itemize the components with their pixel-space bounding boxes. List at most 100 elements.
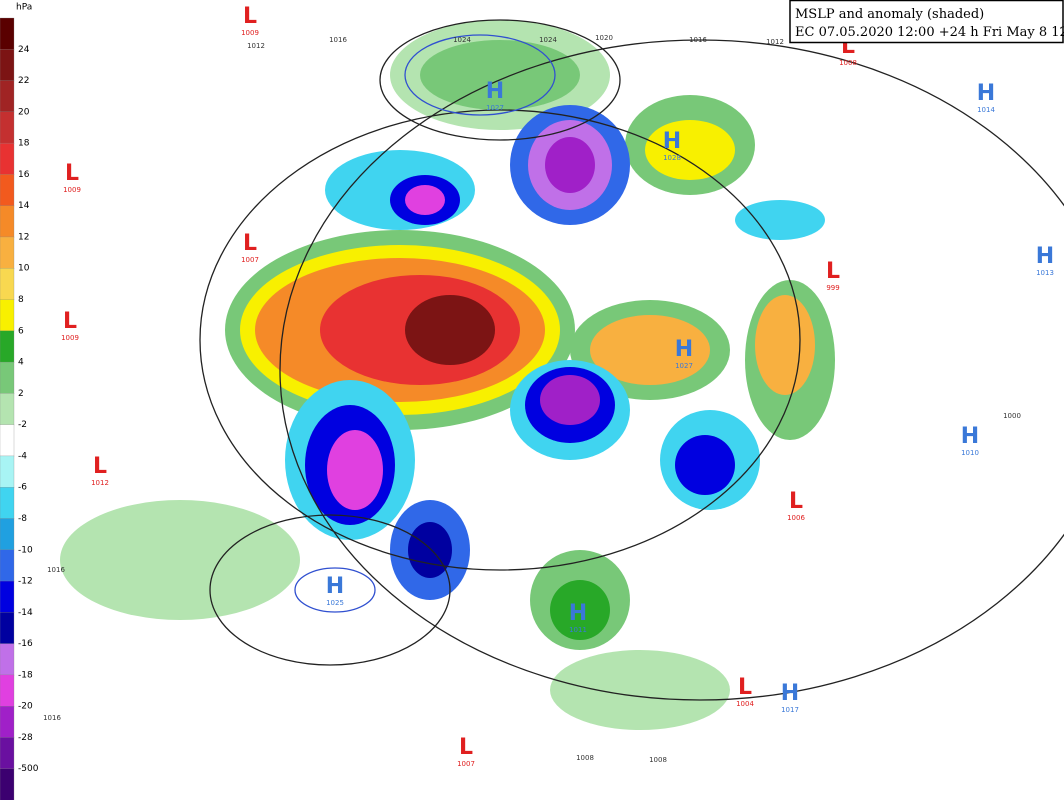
isobar-label: 1024 <box>539 36 557 44</box>
isobar-label: 1008 <box>649 756 667 764</box>
center-symbol: L <box>459 735 473 760</box>
colorbar-band <box>0 455 15 488</box>
colorbar-label: 24 <box>18 45 30 55</box>
colorbar-band <box>0 17 15 50</box>
center-symbol: H <box>569 601 587 626</box>
isobar-labels: 1016 1012 1024 1024 1020 1016 1012 1000 1008 1008… <box>43 34 1021 764</box>
colorbar-band <box>0 361 15 395</box>
isobar-label: 1012 <box>247 42 265 50</box>
colorbar-label: -2 <box>18 420 27 430</box>
colorbar-label: 20 <box>18 107 30 117</box>
colorbar-label: -4 <box>18 451 27 461</box>
colorbar-unit: hPa <box>16 3 32 13</box>
colorbar-band <box>0 49 15 82</box>
center-symbol: H <box>675 337 693 362</box>
colorbar-band <box>0 612 15 645</box>
center-pressure: 1009 <box>61 334 79 342</box>
colorbar-label: 22 <box>18 76 29 86</box>
colorbar-label: 14 <box>18 201 30 211</box>
colorbar-band <box>0 111 15 144</box>
isobars <box>199 19 1064 701</box>
center-pressure: 1017 <box>781 706 799 714</box>
colorbar-band <box>0 768 15 800</box>
isobar-label: 1020 <box>595 34 613 42</box>
colorbar-band <box>0 393 15 426</box>
center-symbol: L <box>789 489 803 514</box>
colorbar-band <box>0 643 15 676</box>
center-symbol: L <box>65 161 79 186</box>
colorbar-label: 18 <box>18 139 30 149</box>
isobar-label: 1016 <box>43 714 61 722</box>
center-pressure: 1027 <box>675 362 693 370</box>
colorbar-band <box>0 236 15 269</box>
center-pressure: 1025 <box>326 599 344 607</box>
subtitle: EC 07.05.2020 12:00 +24 h Fri May 8 12hr… <box>795 25 1064 40</box>
center-symbol: L <box>738 675 752 700</box>
title-box: MSLP and anomaly (shaded) EC 07.05.2020 … <box>789 0 1064 44</box>
colorbar-label: -16 <box>18 639 33 649</box>
center-pressure: 1008 <box>839 59 857 67</box>
center-symbol: H <box>486 79 504 104</box>
anomaly-shading <box>60 20 835 730</box>
isobar-label: 1024 <box>453 36 471 44</box>
colorbar-label: -20 <box>18 702 33 712</box>
center-pressure: 999 <box>826 284 839 292</box>
colorbar-label: -14 <box>18 608 33 618</box>
center-symbol: L <box>243 4 257 29</box>
center-symbol: H <box>663 129 681 154</box>
title: MSLP and anomaly (shaded) <box>795 7 984 22</box>
colorbar: hPa 24 22 20 18 16 14 12 10 8 6 4 2 -2 -4 -6 -8 -10 -12 -1… <box>0 0 40 800</box>
center-pressure: 1006 <box>787 514 805 522</box>
isobar-label: 1016 <box>47 566 65 574</box>
center-symbol: L <box>243 231 257 256</box>
colorbar-label: -8 <box>18 514 27 524</box>
center-pressure: 1012 <box>91 479 109 487</box>
colorbar-label: 4 <box>18 358 24 368</box>
center-symbol: L <box>826 259 840 284</box>
center-pressure: 1014 <box>977 106 995 114</box>
center-pressure: 1007 <box>457 760 475 768</box>
isobar-label: 1012 <box>766 38 784 46</box>
colorbar-label: -6 <box>18 483 27 493</box>
center-pressure: 1027 <box>486 104 504 112</box>
center-pressure: 1009 <box>63 186 81 194</box>
colorbar-label: 6 <box>18 326 24 336</box>
colorbar-label: 10 <box>18 264 30 274</box>
colorbar-band <box>0 174 15 207</box>
colorbar-label: -28 <box>18 733 33 743</box>
colorbar-label: -12 <box>18 577 33 587</box>
center-symbol: H <box>977 81 995 106</box>
pressure-centers: L1009L1009L1007L1009L1012H1027H1028H1025… <box>61 4 1054 768</box>
colorbar-band <box>0 142 15 176</box>
colorbar-band <box>0 205 15 238</box>
colorbar-band <box>0 580 15 613</box>
colorbar-band <box>0 518 15 551</box>
colorbar-label: -500 <box>18 764 39 774</box>
colorbar-label: 16 <box>18 170 30 180</box>
center-pressure: 1009 <box>241 29 259 37</box>
center-pressure: 1010 <box>961 449 979 457</box>
center-symbol: H <box>781 681 799 706</box>
colorbar-band <box>0 674 15 707</box>
center-symbol: H <box>326 574 344 599</box>
colorbar-band <box>0 549 15 582</box>
center-symbol: H <box>1036 244 1054 269</box>
colorbar-band <box>0 424 15 457</box>
center-pressure: 1028 <box>663 154 681 162</box>
center-pressure: 1011 <box>569 626 587 634</box>
colorbar-band <box>0 330 15 363</box>
center-pressure: 1013 <box>1036 269 1054 277</box>
colorbar-label: 8 <box>18 295 24 305</box>
isobar-label: 1016 <box>329 36 347 44</box>
isobar-label: 1008 <box>576 754 594 762</box>
colorbar-band <box>0 737 15 770</box>
colorbar-label: 12 <box>18 232 29 242</box>
center-symbol: H <box>961 424 979 449</box>
colorbar-band <box>0 706 15 739</box>
colorbar-label: 2 <box>18 389 24 399</box>
isobar-label: 1016 <box>689 36 707 44</box>
colorbar-label: -18 <box>18 670 33 680</box>
colorbar-band <box>0 299 15 332</box>
center-pressure: 1004 <box>736 700 754 708</box>
